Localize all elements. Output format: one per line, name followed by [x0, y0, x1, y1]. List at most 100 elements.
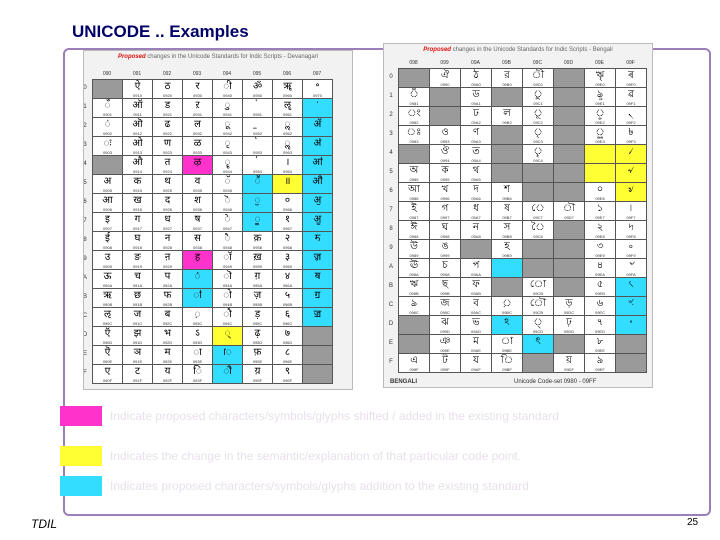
code-point-cell: ढ़ 095D — [243, 327, 273, 346]
code-point-label: 09E7 — [595, 215, 605, 220]
code-point-cell: ম 09AE — [461, 335, 492, 354]
row-header: 2 — [83, 122, 87, 129]
code-point-cell — [303, 346, 333, 365]
code-point-label: 0969 — [283, 264, 292, 269]
glyph: ऽ — [195, 328, 200, 339]
code-point-cell: এ 098F — [399, 354, 430, 373]
code-point-cell: ব 09AC — [461, 297, 492, 316]
glyph: ৠ — [595, 70, 605, 81]
row-header: B — [388, 282, 393, 289]
code-point-cell: क़ 0958 — [243, 232, 273, 251]
code-point-cell: स 0938 — [183, 232, 213, 251]
code-point-cell: থ 09A5 — [461, 164, 492, 183]
code-point-cell — [93, 156, 123, 175]
code-point-label: 0907 — [103, 226, 112, 231]
glyph: ৻ — [628, 279, 634, 290]
code-point-cell — [492, 278, 523, 297]
devanagari-chart: Proposed changes in the Unicode Standard… — [83, 50, 353, 390]
glyph: ह — [194, 252, 201, 263]
code-point-cell: ড 09A1 — [461, 88, 492, 107]
code-point-cell: अ 0905 — [93, 175, 123, 194]
code-point-cell: ँ 0901 — [93, 99, 123, 118]
glyph: ऐ — [134, 81, 141, 92]
code-point-label: 0947 — [223, 226, 232, 231]
column-header: 09A — [471, 60, 480, 66]
code-point-label: 09B6 — [502, 196, 512, 201]
code-point-label: 092E — [162, 359, 173, 364]
code-point-cell: ২ 09E8 — [585, 221, 616, 240]
glyph: ८ — [284, 347, 291, 358]
code-point-label: 0968 — [283, 245, 292, 250]
glyph: ॐ — [252, 81, 263, 92]
code-point-cell: ল 09B2 — [492, 107, 523, 126]
code-point-cell: ७ 096D — [273, 327, 303, 346]
row-header: A — [388, 263, 393, 270]
glyph: ॼ — [313, 309, 322, 320]
code-point-label: 090F — [102, 378, 113, 383]
code-point-cell: १ 0967 — [273, 213, 303, 232]
code-point-cell — [492, 126, 523, 145]
code-point-label: 09FA — [626, 272, 636, 277]
code-point-cell: ौ 094C — [213, 308, 243, 327]
row-header: 3 — [83, 141, 87, 148]
code-point-cell: इ 0907 — [93, 213, 123, 232]
code-point-label: 09B0 — [502, 82, 512, 87]
column-header: 090 — [102, 71, 112, 77]
row-header: 1 — [389, 92, 393, 99]
glyph: ৗ — [562, 203, 576, 214]
row-header: F — [83, 369, 87, 376]
code-point-cell: ণ 09A3 — [461, 126, 492, 145]
chart-title-rest: changes in the Unicode Standards for Ind… — [450, 47, 613, 53]
code-point-cell: ८ 096E — [273, 346, 303, 365]
code-point-label: 0970 — [313, 93, 322, 98]
code-point-cell: ৼ — [616, 297, 647, 316]
glyph: গ — [441, 203, 449, 214]
code-point-label: 096C — [282, 321, 293, 326]
code-point-label: 09AD — [470, 329, 481, 334]
glyph: ओ — [132, 138, 143, 149]
code-point-label: 09AB — [471, 291, 481, 296]
glyph: ण — [163, 138, 172, 149]
code-point-label: 0961 — [283, 112, 292, 117]
row-header: D — [83, 331, 88, 338]
code-point-cell: ৶ — [616, 183, 647, 202]
glyph: ज — [133, 309, 142, 320]
row-header: C — [388, 301, 394, 308]
code-point-label: 0989 — [409, 253, 419, 258]
code-point-cell: ै 0948 — [213, 232, 243, 251]
glyph: ॰ — [315, 81, 320, 92]
code-point-cell: ऋ 090B — [93, 289, 123, 308]
glyph: ॕ — [254, 176, 261, 187]
code-point-label: 0924 — [163, 169, 172, 174]
code-point-cell: ऐ 0910 — [123, 80, 153, 99]
code-point-cell: ৲ 09F2 — [616, 107, 647, 126]
row-header: 8 — [83, 236, 87, 243]
code-point-cell: ॵ — [303, 175, 333, 194]
glyph: ৎ — [535, 336, 541, 347]
glyph: ৢ — [595, 108, 605, 119]
code-point-cell: ৭ 09ED — [585, 316, 616, 335]
code-point-cell: उ 0909 — [93, 251, 123, 270]
glyph: ৃ — [533, 127, 543, 138]
code-chart-grid: ऐ 0910 ठ 0920 र 0930ी 0940 ॐ 0950 ॠ 0960 ॰ 0970ँ 0901… — [92, 79, 333, 384]
code-point-cell: হ 09B9 — [492, 240, 523, 259]
code-point-cell: ফ 09AB — [461, 278, 492, 297]
code-point-label: 090A — [102, 283, 113, 288]
glyph: ঽ — [504, 317, 510, 328]
code-point-cell: ন 09A8 — [461, 221, 492, 240]
code-point-cell: ॓0953 — [243, 137, 273, 156]
glyph: व — [194, 176, 201, 187]
glyph: ৹ — [629, 241, 633, 252]
code-point-cell: आ 0906 — [93, 194, 123, 213]
code-point-label: 09E1 — [595, 101, 605, 106]
code-point-cell: ी 0940 — [213, 80, 243, 99]
glyph: ऊ — [103, 271, 112, 282]
code-point-label: 09F2 — [626, 120, 636, 125]
glyph: ছ — [441, 279, 449, 290]
glyph: ो — [223, 290, 232, 301]
code-point-cell — [492, 259, 523, 278]
code-point-label: 09CB — [532, 291, 543, 296]
code-point-label: 093D — [192, 340, 203, 345]
code-point-label: 0909 — [103, 264, 112, 269]
code-point-label: 0927 — [163, 226, 172, 231]
